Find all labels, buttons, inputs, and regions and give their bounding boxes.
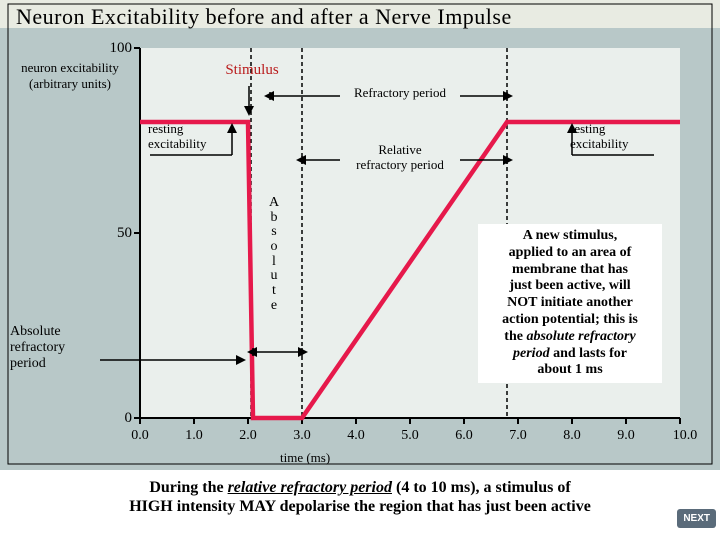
xtick-9: 9.0 (611, 428, 641, 444)
xtick-1: 1.0 (179, 428, 209, 444)
xtick-6: 6.0 (449, 428, 479, 444)
xtick-8: 8.0 (557, 428, 587, 444)
x-axis-label: time (ms) (280, 450, 330, 466)
absref-l2: refractory (10, 340, 65, 355)
absref-l1: Absolute (10, 324, 61, 339)
stimulus-label: Stimulus (212, 62, 292, 79)
xtick-4: 4.0 (341, 428, 371, 444)
xtick-5: 5.0 (395, 428, 425, 444)
y-axis-label: neuron excitability (arbitrary units) (10, 60, 130, 91)
refractory-period-label: Refractory period (340, 86, 460, 101)
resting2-l2: excitability (570, 136, 628, 151)
next-button[interactable]: NEXT (677, 509, 716, 528)
slide: Neuron Excitability before and after a N… (0, 0, 720, 540)
info-l2: membrane that has (512, 262, 628, 277)
bt-p2: (4 to 10 ms), a stimulus of (392, 479, 571, 496)
info-box: A new stimulus, applied to an area of me… (478, 224, 662, 383)
info-l10: about 1 ms (537, 362, 602, 377)
resting1-l1: resting (148, 121, 183, 136)
resting1-l2: excitability (148, 136, 206, 151)
absolute-refractory-label: Absolute refractory period (10, 324, 65, 372)
ytick-50: 50 (98, 225, 132, 242)
relative-l2: refractory period (356, 157, 444, 172)
absref-l3: period (10, 356, 46, 371)
absolute-vertical-label: Absolute (268, 196, 280, 314)
ytick-100: 100 (98, 40, 132, 57)
info-l4: NOT initiate another (507, 295, 633, 310)
chart-area: Neuron Excitability before and after a N… (0, 0, 720, 470)
resting2-l1: resting (570, 121, 605, 136)
info-l1: applied to an area of (509, 245, 632, 260)
info-l0: A new stimulus, (523, 228, 618, 243)
xtick-2: 2.0 (233, 428, 263, 444)
ylabel-line2: (arbitrary units) (29, 76, 111, 91)
relative-l1: Relative (378, 142, 421, 157)
ytick-0: 0 (98, 410, 132, 427)
relative-refractory-label: Relative refractory period (340, 143, 460, 173)
ylabel-line1: neuron excitability (21, 60, 119, 75)
resting-label-right: resting excitability (570, 122, 670, 152)
xtick-3: 3.0 (287, 428, 317, 444)
bt-em1: relative refractory period (228, 479, 392, 496)
xtick-10: 10.0 (665, 428, 705, 444)
info-l9: and lasts for (550, 346, 627, 361)
info-l5: action potential; this is (502, 312, 638, 327)
xtick-7: 7.0 (503, 428, 533, 444)
xtick-0: 0.0 (125, 428, 155, 444)
bottom-caption: During the relative refractory period (4… (40, 478, 680, 516)
info-l6: the (504, 329, 526, 344)
resting-label-left: resting excitability (148, 122, 238, 152)
chart-title: Neuron Excitability before and after a N… (12, 4, 708, 30)
info-l7: absolute refractory (526, 329, 635, 344)
info-l8: period (513, 346, 550, 361)
bt-p1: During the (149, 479, 227, 496)
info-l3: just been active, will (509, 278, 630, 293)
bt-p3: HIGH intensity MAY depolarise the region… (129, 498, 591, 515)
